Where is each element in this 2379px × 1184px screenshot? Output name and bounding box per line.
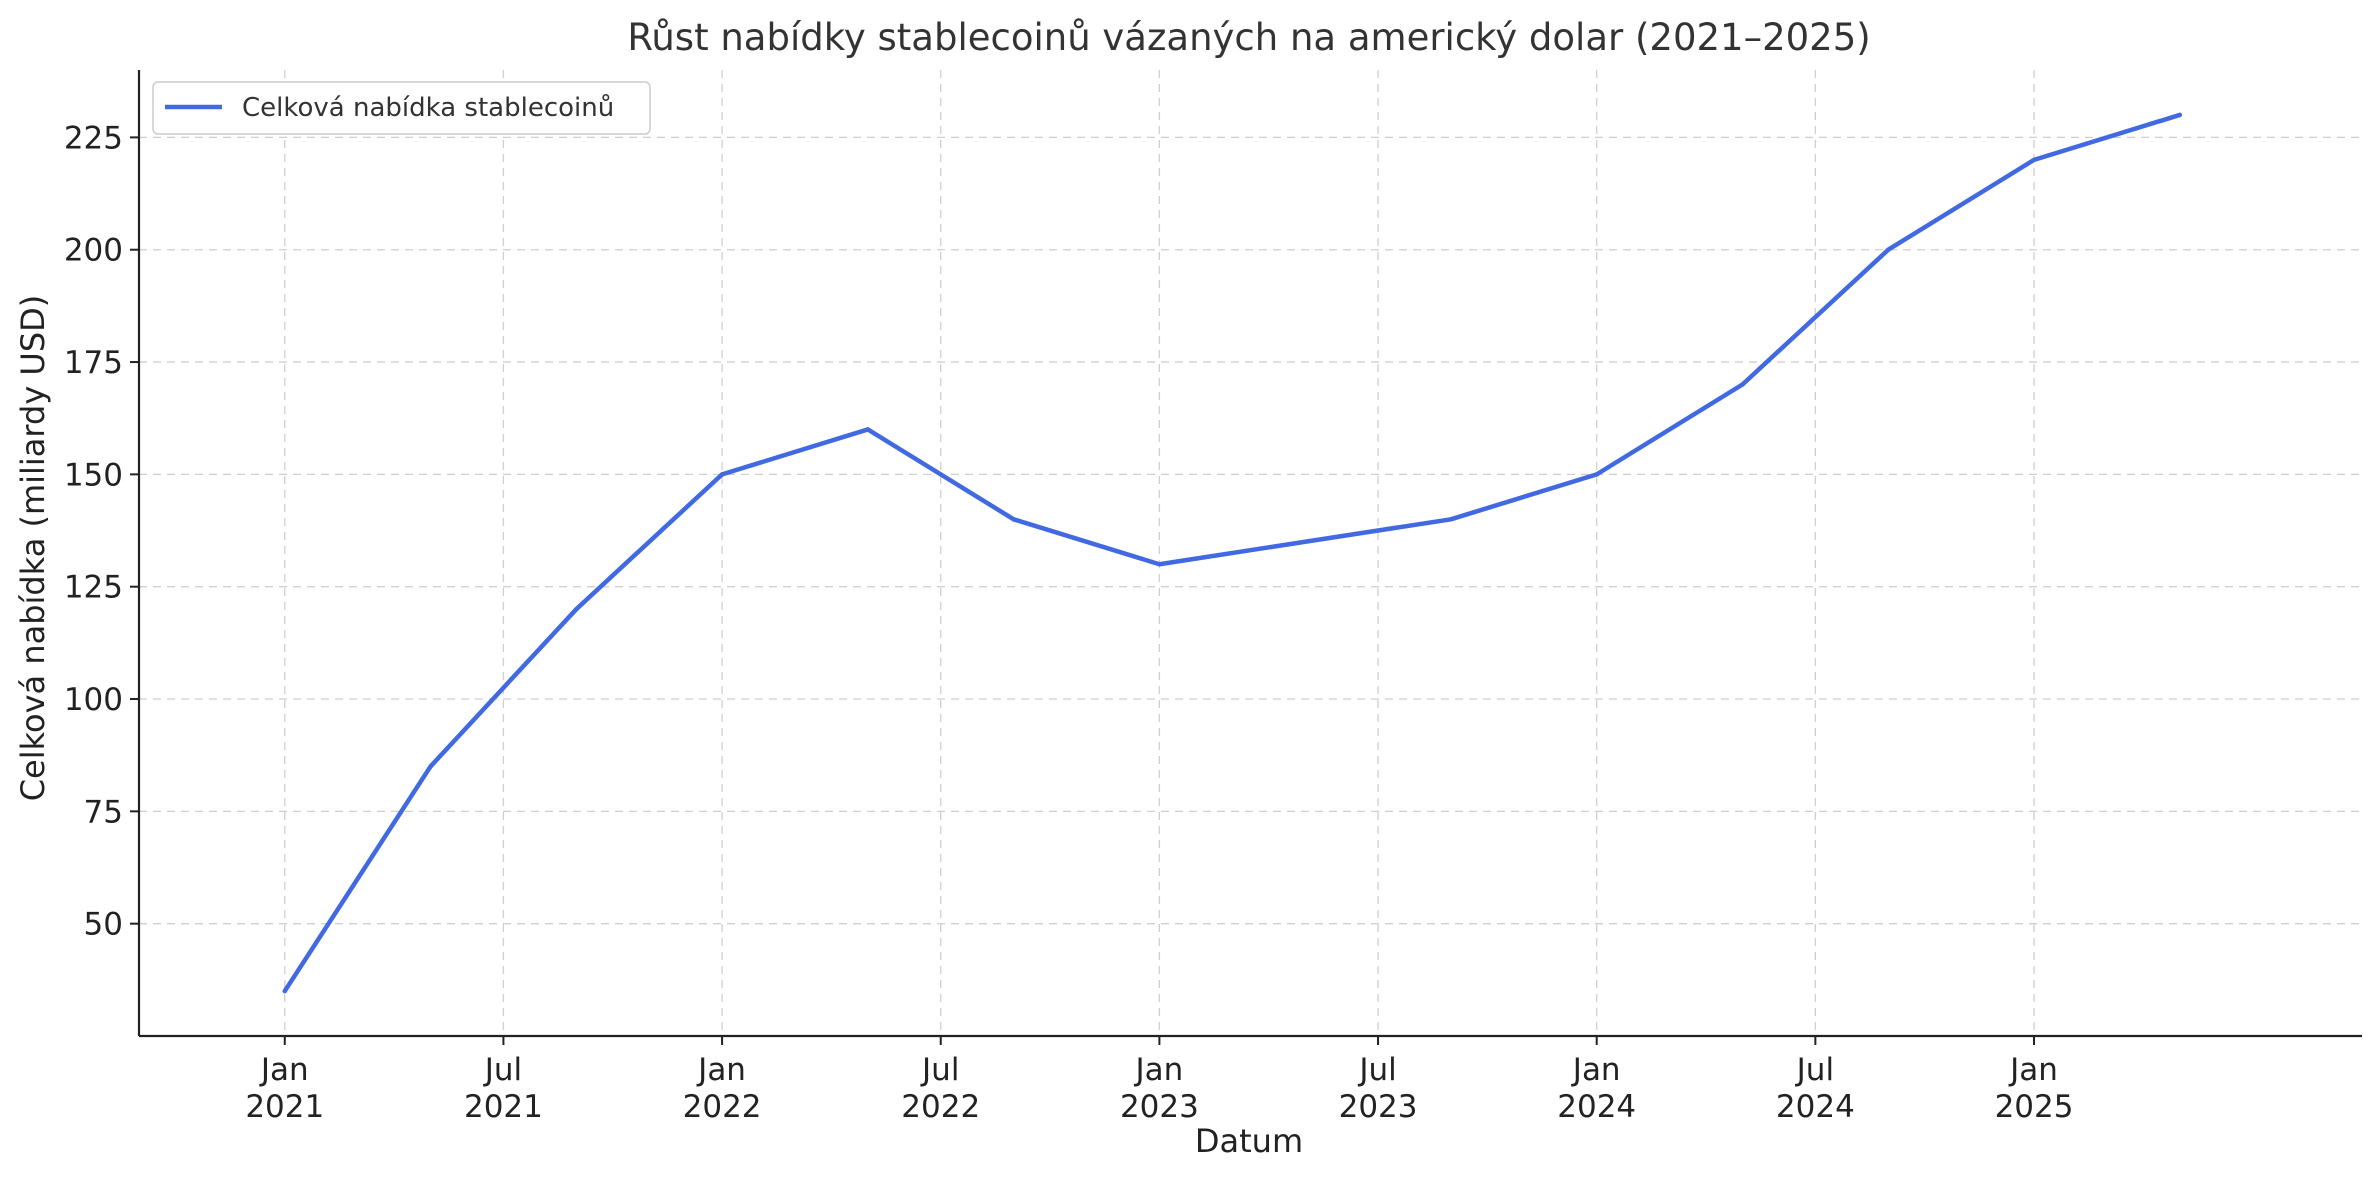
x-tick-year-label: 2022 xyxy=(901,1089,980,1125)
x-tick-year-label: 2024 xyxy=(1776,1089,1855,1125)
data-point xyxy=(1302,539,1308,544)
y-tick-label: 200 xyxy=(64,233,123,269)
data-point xyxy=(574,606,579,612)
grid xyxy=(139,70,2362,1036)
data-point xyxy=(1594,472,1599,477)
y-axis-label: Celková nabídka (miliardy USD) xyxy=(14,295,52,802)
axes xyxy=(137,70,2362,1038)
x-tick-year-label: 2021 xyxy=(464,1089,543,1125)
data-point xyxy=(719,472,725,477)
legend: Celková nabídka stablecoinů xyxy=(152,81,651,135)
data-point xyxy=(1011,517,1016,522)
x-tick-month-label: Jan xyxy=(259,1052,309,1088)
x-tick-month-label: Jan xyxy=(1571,1052,1621,1088)
y-tick-label: 75 xyxy=(84,794,123,830)
y-tick-label: 125 xyxy=(64,570,123,606)
x-tick-year-label: 2025 xyxy=(1995,1089,2074,1125)
x-tick-year-label: 2022 xyxy=(683,1089,762,1125)
data-point xyxy=(1157,562,1162,567)
data-point xyxy=(2031,157,2037,163)
x-tick-month-label: Jan xyxy=(2008,1052,2058,1088)
x-tick-year-label: 2023 xyxy=(1120,1089,1199,1125)
series-line xyxy=(282,112,2183,994)
x-axis-label: Datum xyxy=(1195,1122,1303,1160)
data-point xyxy=(865,427,871,432)
y-tick-label: 50 xyxy=(84,907,123,943)
series-layer xyxy=(282,112,2183,994)
x-tick-year-label: 2024 xyxy=(1557,1089,1636,1125)
data-point xyxy=(2177,112,2182,118)
x-tick-month-label: Jul xyxy=(483,1052,522,1088)
ticks: 5075100125150175200225Jan2021Jul2021Jan2… xyxy=(64,120,2074,1125)
chart-title: Růst nabídky stablecoinů vázaných na ame… xyxy=(627,16,1870,59)
legend-label: Celková nabídka stablecoinů xyxy=(242,93,614,123)
y-tick-label: 225 xyxy=(64,120,123,156)
y-tick-label: 150 xyxy=(64,457,123,493)
x-tick-month-label: Jul xyxy=(1357,1052,1396,1088)
legend-box xyxy=(152,81,651,135)
x-tick-month-label: Jan xyxy=(696,1052,746,1088)
data-point xyxy=(282,988,287,994)
data-point xyxy=(1740,382,1745,387)
x-tick-month-label: Jul xyxy=(920,1052,959,1088)
x-tick-month-label: Jan xyxy=(1133,1052,1183,1088)
data-point xyxy=(1448,517,1454,522)
x-tick-year-label: 2023 xyxy=(1339,1089,1418,1125)
y-tick-label: 100 xyxy=(64,682,123,718)
data-point xyxy=(428,764,433,769)
data-point xyxy=(1886,247,1891,252)
x-tick-year-label: 2021 xyxy=(245,1089,324,1125)
x-tick-month-label: Jul xyxy=(1795,1052,1834,1088)
y-tick-label: 175 xyxy=(64,345,123,381)
